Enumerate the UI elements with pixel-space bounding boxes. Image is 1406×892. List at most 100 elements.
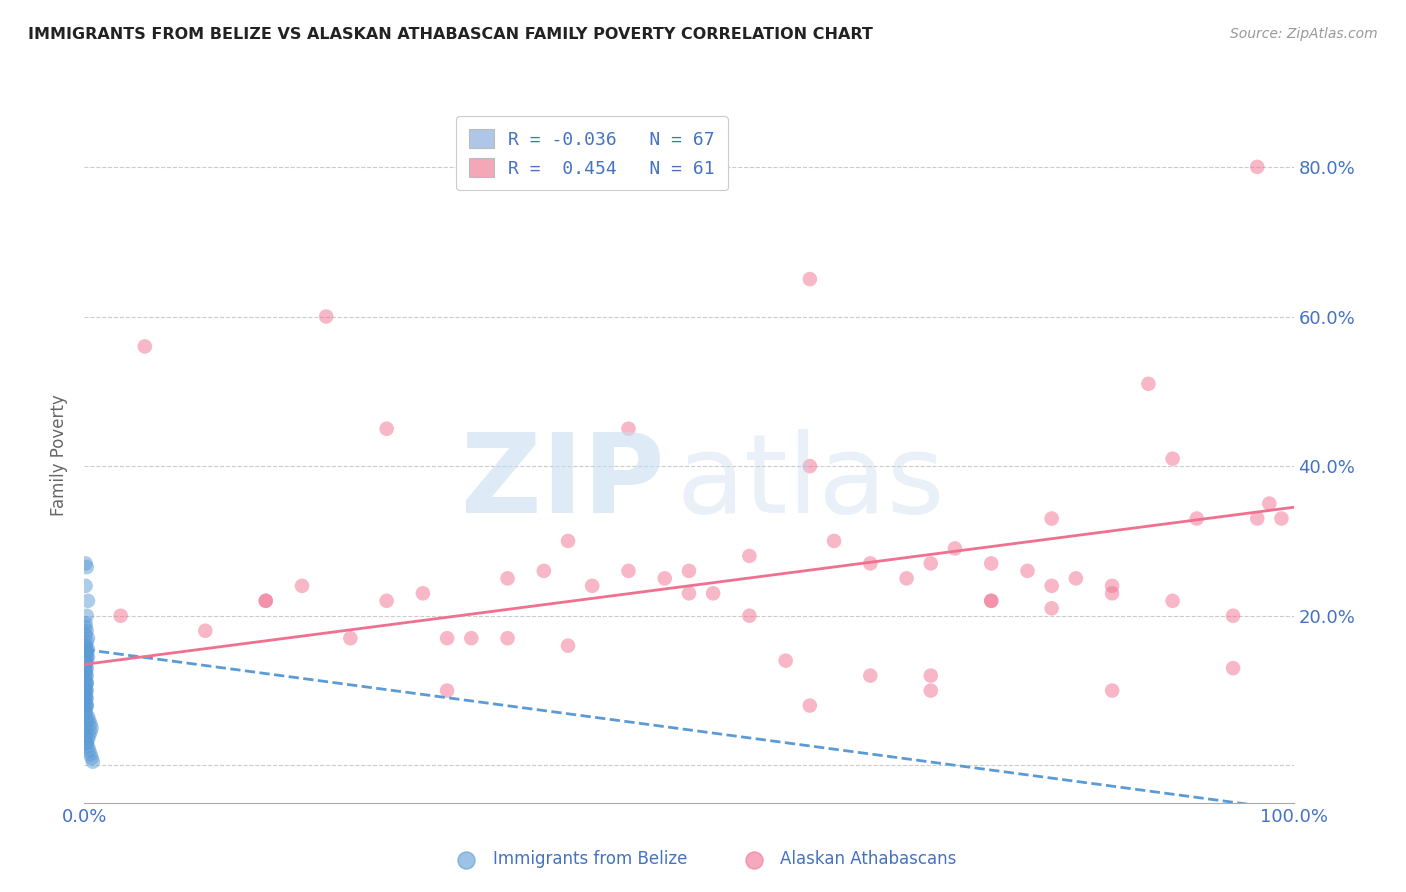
Point	[76, 560, 98, 574]
Point	[896, 571, 918, 585]
Point	[533, 564, 555, 578]
Point	[194, 624, 217, 638]
Point	[920, 668, 942, 682]
Point	[1161, 451, 1184, 466]
Point	[76, 676, 98, 690]
Point	[75, 639, 97, 653]
Point	[79, 724, 101, 739]
Point	[823, 533, 845, 548]
Point	[412, 586, 434, 600]
Point	[1040, 511, 1063, 525]
Point	[339, 631, 361, 645]
Point	[75, 616, 97, 631]
Point	[75, 676, 97, 690]
Point	[76, 624, 98, 638]
Point	[77, 631, 100, 645]
Point	[1246, 511, 1268, 525]
Point	[654, 571, 676, 585]
Point	[557, 533, 579, 548]
Point	[76, 608, 98, 623]
Point	[1222, 661, 1244, 675]
Point	[75, 657, 97, 672]
Point	[75, 646, 97, 660]
Point	[75, 683, 97, 698]
Point	[75, 673, 97, 687]
Legend: Immigrants from Belize, Alaskan Athabascans: Immigrants from Belize, Alaskan Athabasc…	[443, 844, 963, 875]
Point	[943, 541, 966, 556]
Point	[76, 691, 98, 706]
Point	[80, 751, 103, 765]
Point	[77, 732, 100, 747]
Text: Source: ZipAtlas.com: Source: ZipAtlas.com	[1230, 27, 1378, 41]
Point	[76, 683, 98, 698]
Point	[460, 631, 482, 645]
Point	[75, 691, 97, 706]
Point	[254, 594, 277, 608]
Point	[76, 668, 98, 682]
Point	[799, 272, 821, 286]
Point	[75, 695, 97, 709]
Point	[291, 579, 314, 593]
Point	[134, 339, 156, 353]
Point	[859, 557, 882, 571]
Point	[77, 714, 100, 728]
Point	[799, 459, 821, 474]
Point	[617, 422, 640, 436]
Point	[77, 743, 100, 757]
Point	[980, 594, 1002, 608]
Point	[77, 739, 100, 754]
Point	[77, 642, 100, 657]
Point	[76, 736, 98, 750]
Point	[75, 665, 97, 679]
Point	[75, 657, 97, 672]
Point	[678, 564, 700, 578]
Point	[77, 649, 100, 664]
Point	[75, 721, 97, 735]
Point	[254, 594, 277, 608]
Point	[980, 594, 1002, 608]
Point	[1101, 579, 1123, 593]
Point	[75, 642, 97, 657]
Point	[980, 557, 1002, 571]
Point	[581, 579, 603, 593]
Point	[1101, 586, 1123, 600]
Point	[76, 676, 98, 690]
Point	[1185, 511, 1208, 525]
Point	[76, 736, 98, 750]
Point	[110, 608, 132, 623]
Point	[436, 683, 458, 698]
Point	[75, 706, 97, 720]
Point	[75, 691, 97, 706]
Point	[1017, 564, 1039, 578]
Point	[1040, 601, 1063, 615]
Point	[75, 683, 97, 698]
Point	[702, 586, 724, 600]
Point	[1064, 571, 1087, 585]
Point	[75, 680, 97, 694]
Point	[1246, 160, 1268, 174]
Point	[75, 646, 97, 660]
Text: ZIP: ZIP	[461, 429, 665, 536]
Point	[75, 639, 97, 653]
Legend: R = -0.036   N = 67, R =  0.454   N = 61: R = -0.036 N = 67, R = 0.454 N = 61	[456, 116, 728, 190]
Point	[75, 627, 97, 641]
Point	[75, 668, 97, 682]
Point	[799, 698, 821, 713]
Point	[1270, 511, 1292, 525]
Point	[80, 721, 103, 735]
Point	[1137, 376, 1160, 391]
Point	[775, 654, 797, 668]
Point	[79, 747, 101, 761]
Point	[678, 586, 700, 600]
Point	[1161, 594, 1184, 608]
Point	[75, 654, 97, 668]
Point	[375, 422, 398, 436]
Point	[1222, 608, 1244, 623]
Point	[617, 564, 640, 578]
Point	[76, 649, 98, 664]
Text: IMMIGRANTS FROM BELIZE VS ALASKAN ATHABASCAN FAMILY POVERTY CORRELATION CHART: IMMIGRANTS FROM BELIZE VS ALASKAN ATHABA…	[28, 27, 873, 42]
Point	[76, 654, 98, 668]
Point	[77, 710, 100, 724]
Point	[76, 646, 98, 660]
Point	[1101, 683, 1123, 698]
